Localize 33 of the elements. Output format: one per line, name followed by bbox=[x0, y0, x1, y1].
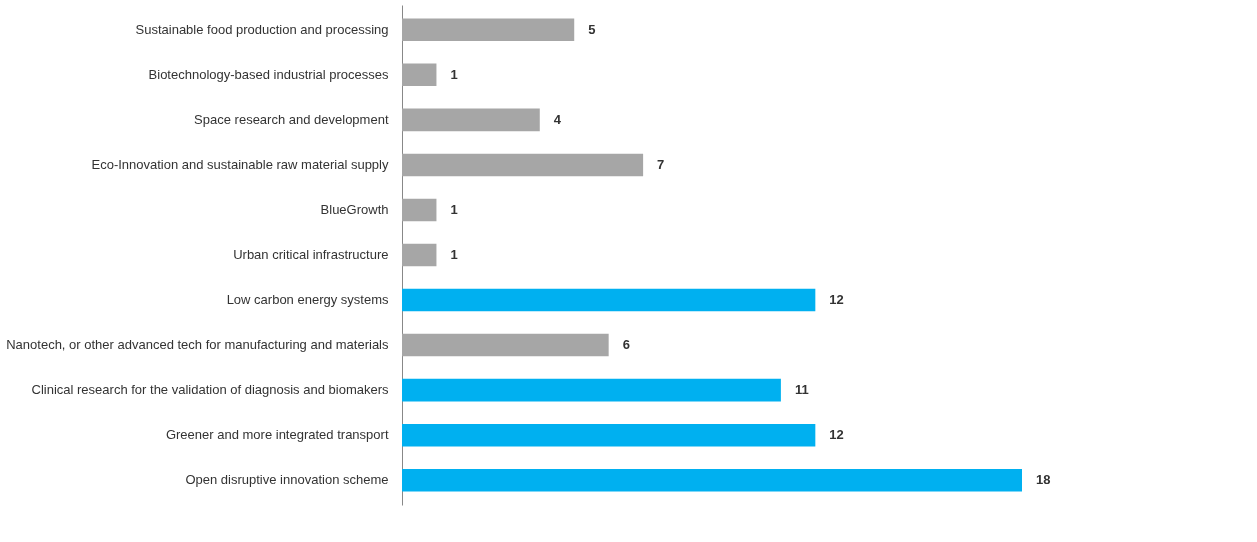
data-label: 6 bbox=[622, 337, 630, 353]
bar bbox=[402, 153, 644, 177]
data-label: 4 bbox=[553, 111, 562, 127]
y-tick-label: Eco-Innovation and sustainable raw material supply bbox=[91, 156, 389, 172]
y-tick-label: Low carbon energy systems bbox=[226, 292, 389, 308]
bar bbox=[402, 198, 437, 222]
bar bbox=[402, 108, 540, 132]
y-tick-label: Urban critical infrastructure bbox=[233, 247, 389, 262]
data-label: 5 bbox=[588, 21, 596, 37]
bar bbox=[402, 333, 609, 357]
bar bbox=[402, 288, 816, 312]
y-tick-label: Biotechnology-based industrial processes bbox=[148, 66, 389, 82]
bar bbox=[402, 18, 575, 42]
data-label: 1 bbox=[450, 201, 458, 217]
data-label: 12 bbox=[829, 292, 844, 308]
data-label: 12 bbox=[829, 427, 844, 443]
y-tick-label: Clinical research for the validation of diagnosis and biomakers bbox=[31, 382, 389, 398]
y-tick-label: BlueGrowth bbox=[320, 201, 389, 217]
y-tick-label: Nanotech, or other advanced tech for manufacturing and materials bbox=[6, 337, 389, 353]
bar bbox=[402, 423, 816, 447]
data-label: 1 bbox=[450, 247, 458, 262]
bar bbox=[402, 468, 1022, 492]
y-tick-label: Space research and development bbox=[194, 111, 389, 127]
data-label: 1 bbox=[450, 66, 458, 82]
bar bbox=[402, 378, 781, 402]
bar bbox=[402, 243, 437, 267]
data-label: 11 bbox=[794, 382, 809, 398]
y-tick-label: Greener and more integrated transport bbox=[165, 427, 389, 443]
y-tick-label: Sustainable food production and processing bbox=[135, 21, 389, 37]
data-label: 7 bbox=[657, 156, 665, 172]
data-label: 18 bbox=[1036, 472, 1051, 488]
bar bbox=[402, 63, 437, 87]
y-tick-label: Open disruptive innovation scheme bbox=[185, 472, 389, 488]
